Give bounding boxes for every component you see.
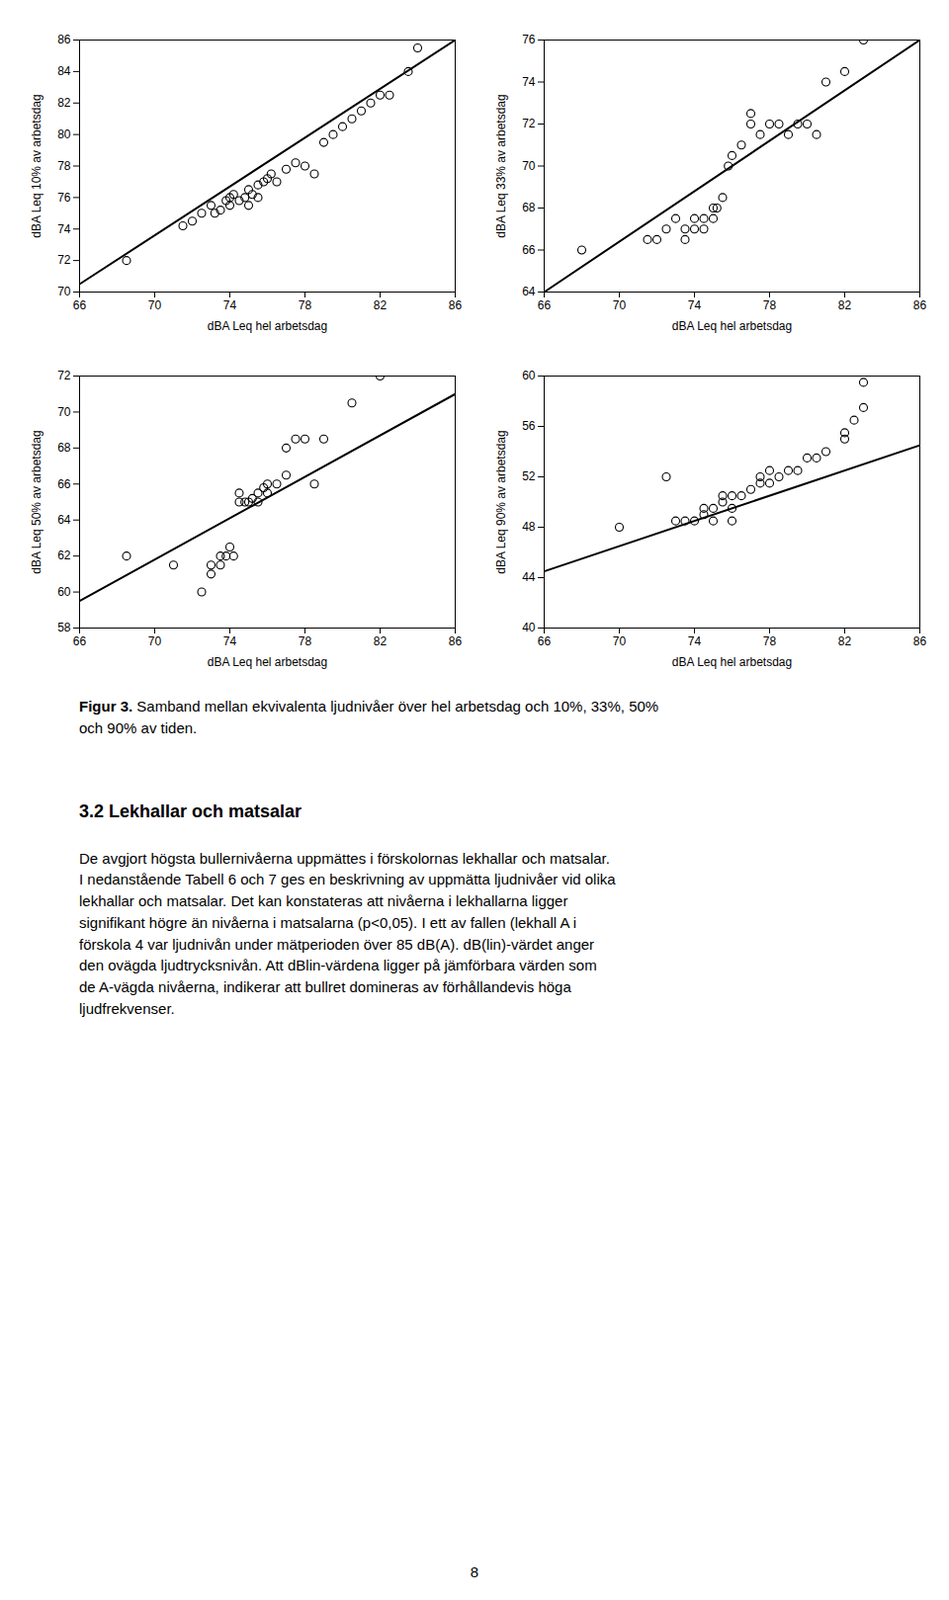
svg-text:70: 70 xyxy=(57,405,72,420)
svg-text:70: 70 xyxy=(612,634,627,649)
svg-text:66: 66 xyxy=(73,298,87,313)
html-text:ljudfrekvenser.: ljudfrekvenser. xyxy=(79,1000,175,1018)
html-text:och 90% av tiden.: och 90% av tiden. xyxy=(79,719,198,737)
svg-text:86: 86 xyxy=(57,32,72,47)
svg-text:70: 70 xyxy=(57,284,72,299)
svg-text:86: 86 xyxy=(913,634,928,649)
svg-text:86: 86 xyxy=(448,298,463,313)
svg-text:70: 70 xyxy=(521,159,536,173)
html-text:signifikant högre än nivåerna: signifikant högre än nivåerna i matsalar… xyxy=(79,914,577,932)
svg-text:70: 70 xyxy=(148,298,163,313)
html-text:den ovägda ljudtrycksnivån. At: den ovägda ljudtrycksnivån. Att dBlin-vä… xyxy=(79,957,597,975)
svg-text:82: 82 xyxy=(373,298,388,313)
svg-text:60: 60 xyxy=(57,585,72,600)
svg-text:72: 72 xyxy=(57,368,72,383)
svg-text:84: 84 xyxy=(57,64,72,79)
svg-text:dBA Leq hel arbetsdag: dBA Leq hel arbetsdag xyxy=(672,319,792,334)
html-text:8: 8 xyxy=(470,1563,479,1581)
svg-text:78: 78 xyxy=(763,634,777,649)
svg-text:66: 66 xyxy=(521,243,536,258)
svg-text:78: 78 xyxy=(763,298,777,313)
svg-text:dBA Leq 10% av arbetsdag: dBA Leq 10% av arbetsdag xyxy=(29,93,44,238)
svg-text:64: 64 xyxy=(521,284,536,299)
svg-text:66: 66 xyxy=(537,634,552,649)
svg-text:64: 64 xyxy=(57,513,72,527)
svg-text:74: 74 xyxy=(223,298,238,313)
svg-text:68: 68 xyxy=(57,440,72,455)
svg-text:66: 66 xyxy=(57,477,72,492)
svg-text:78: 78 xyxy=(298,634,313,649)
svg-text:52: 52 xyxy=(521,469,536,484)
svg-text:66: 66 xyxy=(537,298,552,313)
svg-text:78: 78 xyxy=(57,159,72,173)
svg-text:86: 86 xyxy=(448,634,463,649)
html-text:de A-vägda nivåerna, indikerar: de A-vägda nivåerna, indikerar att bullr… xyxy=(79,978,572,996)
svg-text:dBA Leq hel arbetsdag: dBA Leq hel arbetsdag xyxy=(207,319,328,334)
svg-text:72: 72 xyxy=(57,253,72,267)
svg-text:dBA Leq hel arbetsdag: dBA Leq hel arbetsdag xyxy=(672,655,792,670)
svg-text:62: 62 xyxy=(57,548,72,563)
svg-text:dBA Leq 50% av arbetsdag: dBA Leq 50% av arbetsdag xyxy=(29,430,44,574)
svg-text:dBA Leq hel arbetsdag: dBA Leq hel arbetsdag xyxy=(207,655,328,670)
svg-text:82: 82 xyxy=(838,634,853,649)
html-text:De avgjort högsta bullernivåer: De avgjort högsta bullernivåerna uppmätt… xyxy=(79,849,610,867)
svg-text:82: 82 xyxy=(57,95,72,110)
svg-text:48: 48 xyxy=(521,519,536,534)
svg-text:68: 68 xyxy=(521,200,536,215)
svg-text:82: 82 xyxy=(373,634,388,649)
svg-text:74: 74 xyxy=(688,298,702,313)
svg-text:40: 40 xyxy=(521,620,536,635)
svg-text:66: 66 xyxy=(73,634,87,649)
svg-text:70: 70 xyxy=(148,634,163,649)
svg-text:58: 58 xyxy=(57,620,72,635)
html-text:Figur 3. Samband mellan ekviva: Figur 3. Samband mellan ekvivalenta ljud… xyxy=(79,697,659,715)
svg-text:dBA Leq 90% av arbetsdag: dBA Leq 90% av arbetsdag xyxy=(494,430,509,574)
svg-text:56: 56 xyxy=(521,419,536,433)
html-text:3.2 Lekhallar och matsalar: 3.2 Lekhallar och matsalar xyxy=(79,801,302,821)
svg-text:80: 80 xyxy=(57,127,72,142)
svg-text:60: 60 xyxy=(521,368,536,383)
svg-text:86: 86 xyxy=(913,298,928,313)
svg-text:74: 74 xyxy=(223,634,238,649)
svg-text:76: 76 xyxy=(521,32,536,47)
svg-text:44: 44 xyxy=(521,570,536,585)
svg-text:74: 74 xyxy=(521,75,536,89)
svg-text:74: 74 xyxy=(57,222,72,237)
html-text:I nedanstående Tabell 6 och 7: I nedanstående Tabell 6 och 7 ges en bes… xyxy=(79,871,616,889)
svg-text:72: 72 xyxy=(521,116,536,131)
html-text:lekhallar och matsalar. Det ka: lekhallar och matsalar. Det kan konstate… xyxy=(79,892,568,910)
svg-text:76: 76 xyxy=(57,190,72,205)
html-text:förskola 4 var ljudnivån under: förskola 4 var ljudnivån under mätperiod… xyxy=(79,935,595,953)
svg-text:74: 74 xyxy=(688,634,702,649)
svg-text:78: 78 xyxy=(298,298,313,313)
svg-text:70: 70 xyxy=(612,298,627,313)
svg-text:82: 82 xyxy=(838,298,853,313)
svg-text:dBA Leq 33% av arbetsdag: dBA Leq 33% av arbetsdag xyxy=(494,93,509,238)
